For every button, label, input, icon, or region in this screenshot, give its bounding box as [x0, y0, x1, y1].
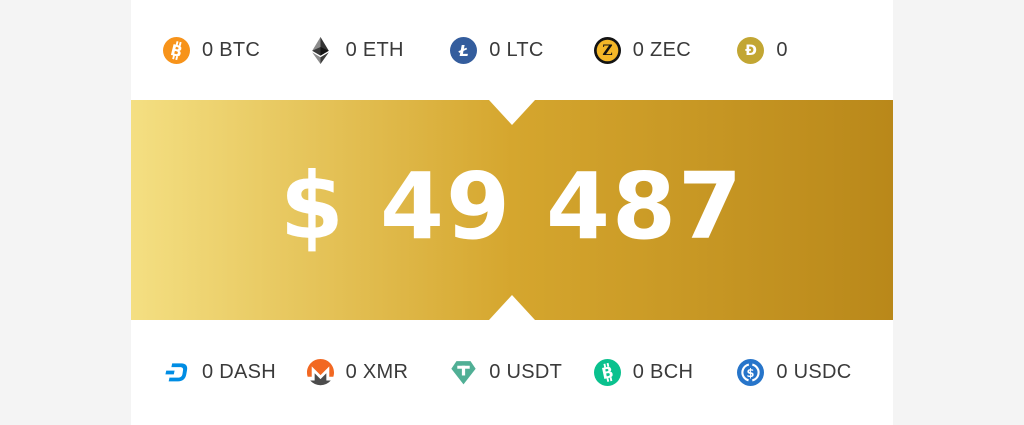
zec-icon: Z [593, 36, 621, 64]
balance-item-doge: Đ 0 [737, 36, 881, 64]
balance-label-eth: 0 ETH [345, 38, 404, 61]
eth-icon [307, 36, 334, 64]
banner-notch-top [489, 100, 535, 125]
svg-text:Z: Z [602, 43, 612, 59]
bottom-balances-row: 0 DASH 0 XMR 0 USDT [131, 320, 893, 425]
svg-text:B: B [600, 363, 615, 383]
balance-item-dash: 0 DASH [163, 359, 307, 386]
balance-item-ltc: Ł 0 LTC [450, 36, 594, 64]
balance-item-eth: 0 ETH [307, 36, 451, 64]
xmr-icon [306, 359, 334, 386]
balance-label-btc: 0 BTC [202, 38, 261, 61]
balance-item-zec: Z 0 ZEC [593, 36, 738, 64]
banner-notch-bottom [489, 295, 535, 320]
balance-label-ltc: 0 LTC [489, 38, 544, 61]
total-amount: $ 49 487 [279, 153, 745, 260]
bch-icon: B [593, 359, 621, 386]
doge-icon: Đ [737, 36, 765, 64]
balance-item-usdc: $ 0 USDC [737, 359, 881, 386]
svg-text:Đ: Đ [746, 43, 758, 59]
btc-icon: B [163, 36, 190, 64]
dash-icon [163, 359, 190, 386]
svg-text:Ł: Ł [458, 42, 469, 60]
usdt-icon [450, 359, 477, 386]
top-balances-row: B 0 BTC 0 ETH [131, 0, 893, 100]
balance-item-xmr: 0 XMR [306, 359, 451, 386]
balance-label-doge: 0 [776, 38, 788, 61]
usdc-icon: $ [737, 359, 765, 386]
balance-label-usdc: 0 USDC [776, 361, 852, 383]
balance-label-bch: 0 BCH [632, 361, 694, 383]
balance-label-xmr: 0 XMR [345, 361, 409, 383]
svg-text:$: $ [747, 366, 755, 380]
balance-label-zec: 0 ZEC [632, 38, 691, 61]
ltc-icon: Ł [450, 36, 478, 64]
total-balance-banner: $ 49 487 [131, 100, 893, 320]
svg-text:B: B [169, 40, 185, 60]
balance-label-usdt: 0 USDT [489, 361, 563, 383]
balance-item-btc: B 0 BTC [163, 36, 307, 64]
balance-item-bch: B 0 BCH [593, 359, 738, 386]
reserves-card: B 0 BTC 0 ETH [131, 0, 893, 425]
balance-item-usdt: 0 USDT [450, 359, 594, 386]
balance-label-dash: 0 DASH [202, 361, 277, 383]
